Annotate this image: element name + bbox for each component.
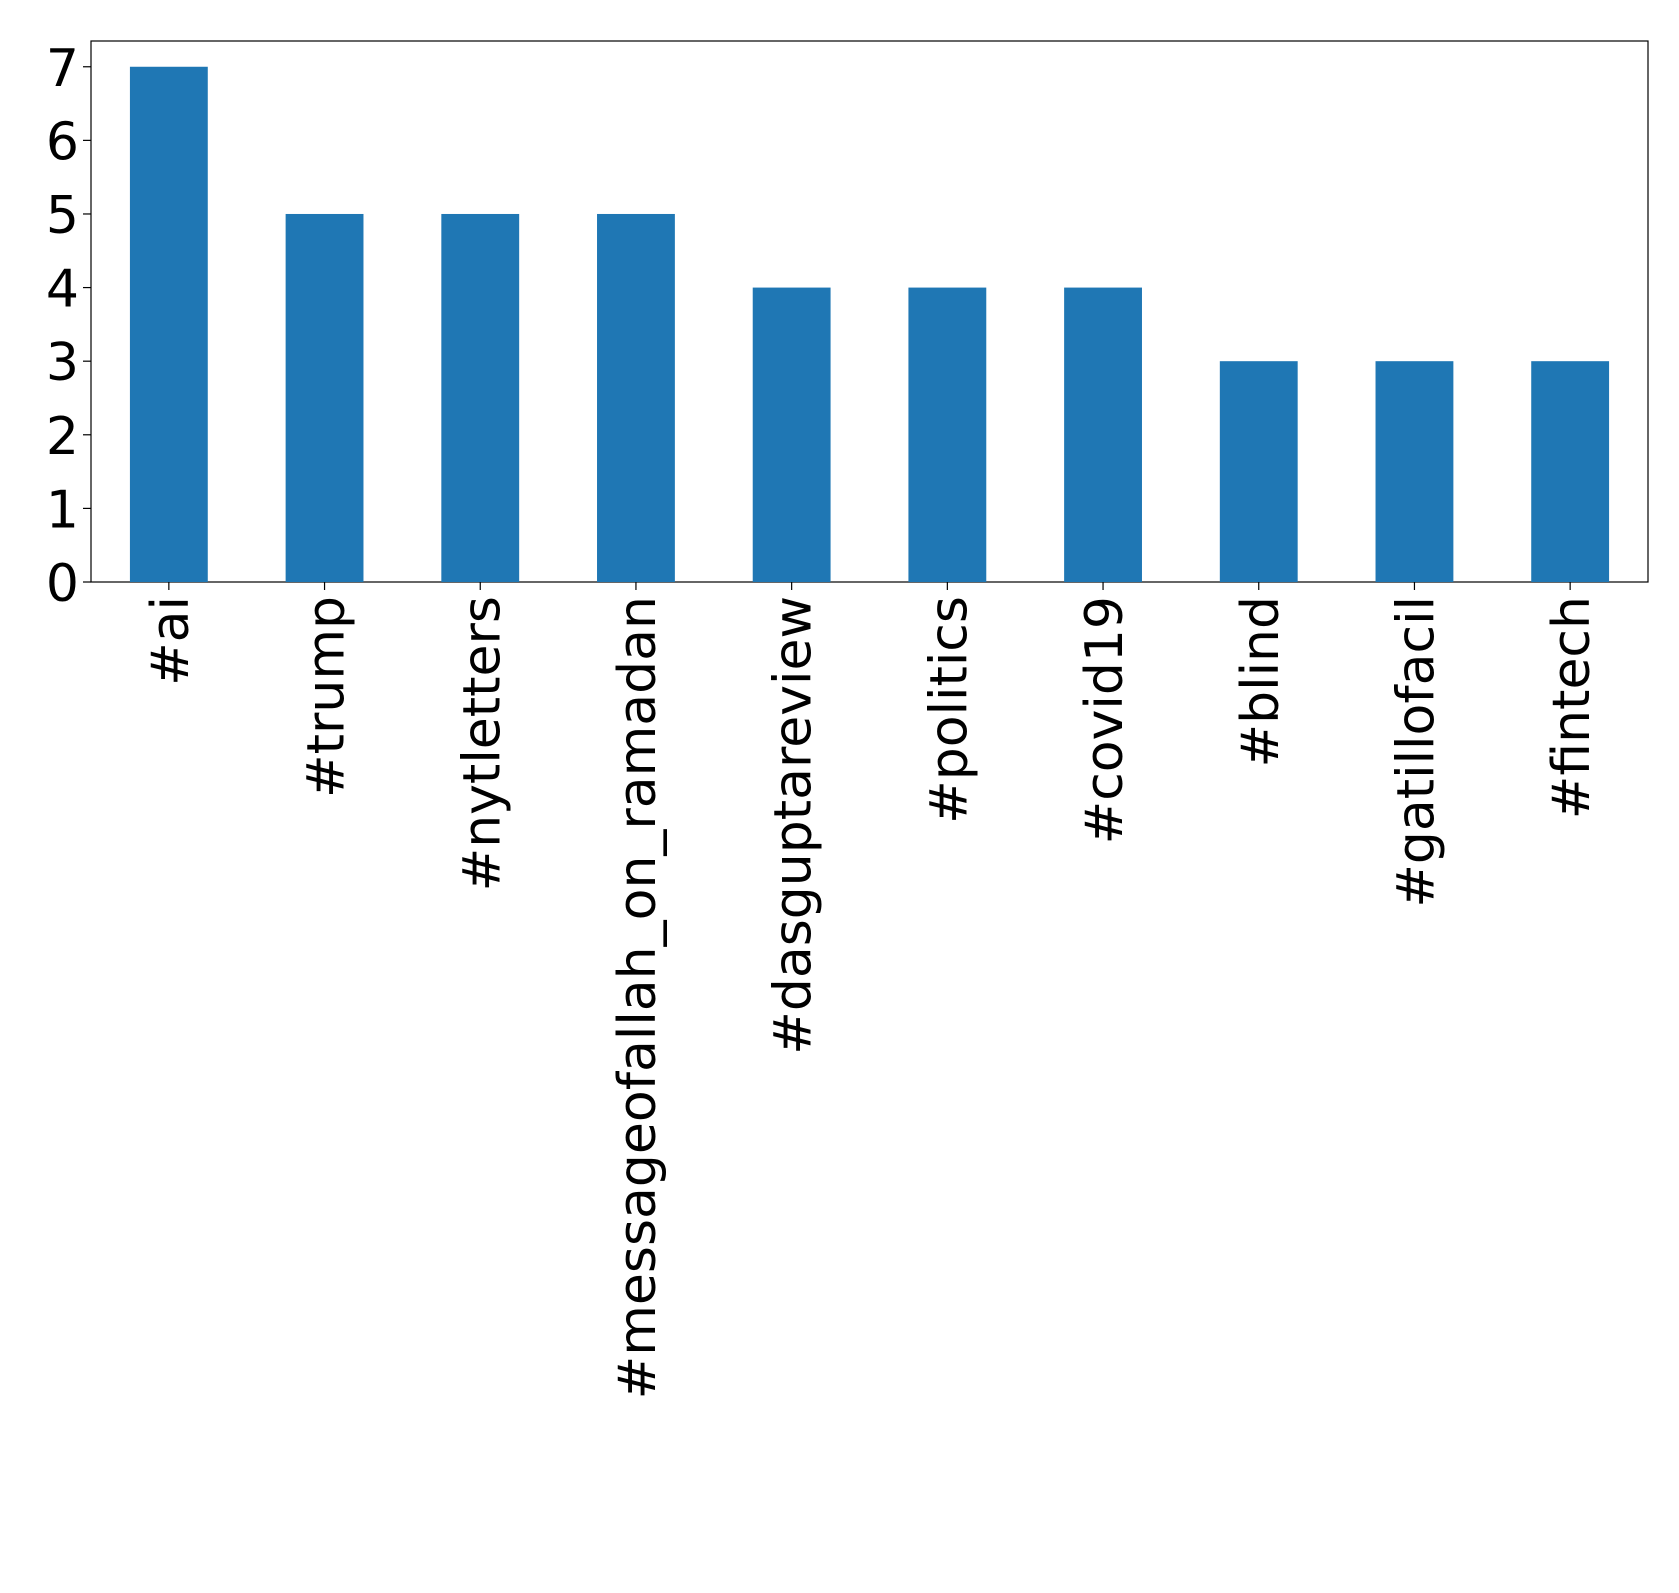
y-tick-label: 7 bbox=[46, 39, 79, 99]
x-tick-label: #covid19 bbox=[1075, 596, 1135, 844]
x-tick-label: #messageofallah_on_ramadan bbox=[608, 596, 668, 1399]
bar bbox=[1219, 361, 1298, 582]
x-tick-label: #gatillofacil bbox=[1386, 596, 1446, 908]
bar bbox=[441, 213, 520, 583]
x-tick-label: #politics bbox=[919, 596, 979, 824]
x-tick-label: #trump bbox=[297, 596, 357, 798]
plot-frame bbox=[90, 40, 1649, 583]
y-tick-label: 4 bbox=[46, 260, 79, 320]
x-tick-label: #fintech bbox=[1542, 596, 1602, 819]
x-tick-label: #ai bbox=[141, 596, 201, 686]
y-tick-label: 5 bbox=[46, 186, 79, 246]
y-tick-label: 2 bbox=[46, 407, 79, 467]
bar bbox=[752, 287, 831, 582]
bar bbox=[908, 287, 987, 582]
x-tick-label: #dasguptareview bbox=[764, 596, 824, 1055]
bar bbox=[129, 66, 208, 582]
bar bbox=[285, 213, 364, 583]
y-tick-label: 6 bbox=[46, 112, 79, 172]
y-tick-label: 0 bbox=[46, 554, 79, 614]
bar bbox=[1064, 287, 1142, 582]
bar bbox=[1375, 361, 1454, 582]
x-tick-label: #blind bbox=[1231, 596, 1291, 767]
x-tick-label: #nytletters bbox=[452, 596, 512, 891]
bar bbox=[1531, 361, 1610, 582]
y-tick-label: 3 bbox=[46, 333, 79, 393]
y-tick-label: 1 bbox=[46, 480, 79, 540]
bar bbox=[597, 213, 675, 583]
